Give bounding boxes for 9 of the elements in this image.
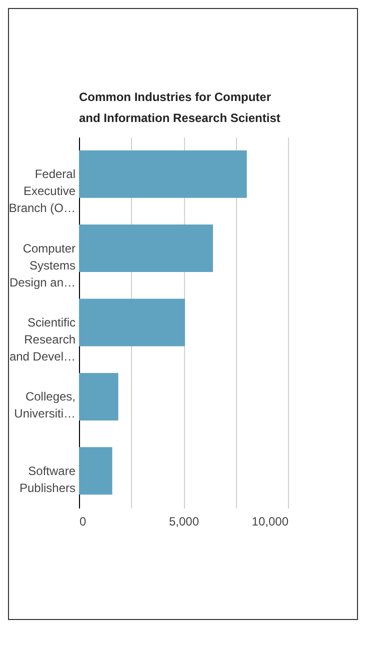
y-tick-label: Colleges, Universiti… — [14, 390, 76, 421]
x-tick-label: 5,000 — [168, 514, 200, 528]
y-tick-label: Computer Systems Design an… — [9, 241, 76, 290]
y-tick-label: Scientific Research and Devel… — [9, 316, 76, 364]
y-tick-label: Software Publishers — [19, 464, 76, 495]
y-tick-label: Federal Executive Branch (O… — [8, 167, 76, 216]
chart-title: Common Industries for Computer and Information Research Scientist — [79, 90, 280, 125]
x-tick-label: 0 — [80, 514, 86, 528]
x-tick-label: 10,000 — [252, 514, 289, 528]
